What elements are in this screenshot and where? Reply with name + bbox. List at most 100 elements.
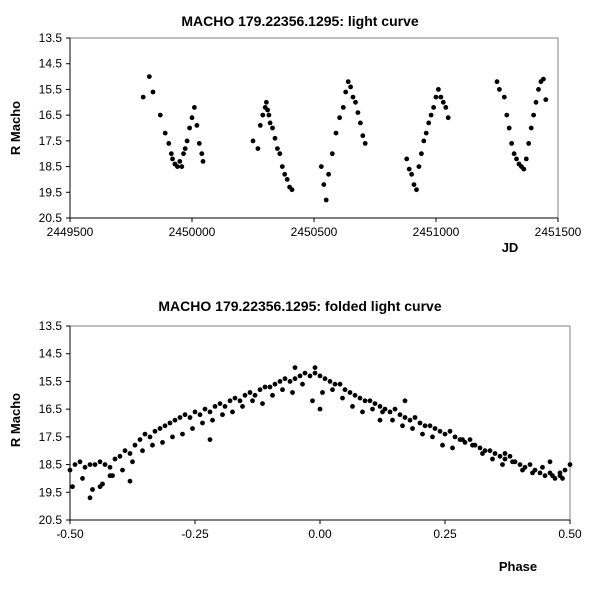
folded-light-curve-chart: MACHO 179.22356.1295: folded light curve… [8, 298, 582, 574]
light-curve-ylabel: R Macho [8, 101, 23, 155]
folded-light-curve-x-tick-label: -0.50 [56, 527, 84, 541]
folded-light-curve-data-point [132, 442, 138, 448]
folded-light-curve-data-point [150, 442, 155, 448]
folded-light-curve-data-point [222, 404, 228, 409]
folded-light-curve-x-tick-label: 0.25 [433, 527, 457, 541]
folded-light-curve-data-point [492, 451, 498, 456]
light-curve-y-tick-label: 14.5 [39, 57, 63, 71]
light-curve-y-tick-label: 17.5 [39, 134, 63, 148]
light-curve-data-point [428, 112, 434, 118]
folded-light-curve-data-point [420, 431, 425, 437]
folded-light-curve-data-point [447, 428, 453, 434]
folded-light-curve-data-point [302, 370, 308, 376]
folded-light-curve-data-point [172, 417, 178, 423]
folded-light-curve-data-point [332, 381, 338, 387]
light-curve-data-point [275, 146, 280, 152]
light-curve-y-tick-label: 18.5 [39, 160, 63, 174]
light-curve-data-point [355, 110, 361, 115]
folded-light-curve-data-point [220, 412, 225, 418]
folded-light-curve-data-point [402, 398, 408, 404]
folded-light-curve-data-point [320, 390, 325, 395]
folded-light-curve-data-point [317, 406, 323, 412]
folded-light-curve-data-point [537, 470, 543, 476]
folded-light-curve-data-point [187, 415, 193, 420]
folded-light-curve-data-point [520, 467, 525, 473]
light-curve-y-tick-label: 13.5 [39, 31, 63, 45]
folded-light-curve-data-point [317, 373, 323, 379]
light-curve-data-point [321, 182, 327, 188]
folded-light-curve-data-point [272, 381, 278, 387]
light-curve-data-point [426, 120, 432, 126]
folded-light-curve-data-point [362, 398, 368, 404]
light-curve-data-point [358, 120, 363, 126]
folded-light-curve-data-point [67, 467, 73, 473]
folded-light-curve-y-tick-label: 14.5 [39, 347, 63, 361]
light-curve-data-point [284, 177, 290, 182]
folded-light-curve-data-point [160, 440, 165, 445]
folded-light-curve-data-point [282, 376, 288, 382]
folded-light-curve-data-point [287, 379, 293, 384]
folded-light-curve-title: MACHO 179.22356.1295: folded light curve [158, 298, 441, 314]
folded-light-curve-data-point [277, 379, 283, 384]
folded-light-curve-y-tick-label: 13.5 [39, 319, 63, 333]
folded-light-curve-data-point [112, 456, 118, 462]
folded-light-curve-data-point [430, 434, 435, 440]
light-curve-data-point [166, 141, 172, 146]
folded-light-curve-data-point [342, 387, 348, 393]
light-curve-data-point [438, 94, 444, 100]
folded-light-curve-data-point [152, 428, 158, 434]
light-curve-data-point [528, 125, 534, 131]
folded-light-curve-data-point [517, 462, 523, 467]
light-curve-data-point [416, 164, 422, 170]
folded-light-curve-data-point [257, 387, 263, 393]
folded-light-curve-data-point [280, 387, 285, 393]
folded-light-curve-data-point [292, 365, 298, 370]
light-curve-data-point [494, 79, 500, 85]
folded-light-curve-data-point [237, 398, 243, 404]
folded-light-curve-data-point [182, 412, 188, 418]
light-curve-data-point [179, 164, 185, 170]
light-curve-data-point [329, 151, 335, 157]
light-curve-data-point [526, 141, 532, 146]
folded-light-curve-data-point [270, 392, 275, 398]
folded-light-curve-data-point [197, 412, 203, 418]
folded-light-curve-data-point [487, 448, 493, 454]
light-curve-data-point [543, 97, 549, 103]
light-curve-y-tick-label: 20.5 [39, 211, 63, 225]
light-curve-data-point [150, 89, 156, 95]
folded-light-curve-data-point [460, 437, 465, 442]
folded-light-curve-data-point [400, 423, 405, 429]
folded-light-curve-data-point [490, 456, 495, 462]
folded-light-curve-data-point [550, 473, 555, 479]
light-curve-data-point [272, 135, 278, 141]
folded-light-curve-data-point [450, 445, 455, 451]
folded-light-curve-data-point [540, 464, 545, 470]
folded-light-curve-data-point [90, 487, 95, 492]
folded-light-curve-data-point [127, 478, 133, 484]
light-curve-x-tick-label: 2449500 [47, 225, 94, 239]
folded-light-curve-data-point [422, 423, 428, 429]
folded-light-curve-data-point [397, 412, 403, 418]
folded-light-curve-data-point [500, 462, 505, 467]
light-curve-data-point [260, 112, 266, 118]
folded-light-curve-data-point [467, 437, 473, 442]
folded-light-curve-data-point [72, 462, 78, 467]
light-curve-data-point [337, 115, 342, 121]
folded-light-curve-data-point [87, 495, 93, 501]
folded-light-curve-data-point [250, 398, 255, 404]
light-curve-data-point [326, 171, 331, 177]
folded-light-curve-data-point [322, 376, 328, 382]
folded-light-curve-data-point [117, 453, 123, 459]
light-curve-data-point [348, 84, 353, 90]
light-curve-data-point [541, 76, 546, 82]
folded-light-curve-data-point [217, 401, 223, 406]
light-curve-data-point [523, 156, 529, 162]
light-curve-data-point [419, 151, 424, 157]
folded-light-curve-data-point [227, 398, 233, 404]
light-curve-data-point [177, 159, 183, 164]
light-curve-data-point [340, 105, 346, 110]
light-curve-data-point [194, 123, 200, 128]
light-curve-y-tick-label: 15.5 [39, 82, 63, 96]
folded-light-curve-data-point [527, 462, 533, 467]
